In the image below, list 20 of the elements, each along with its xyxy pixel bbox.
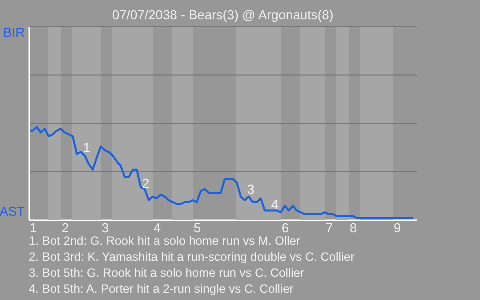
- x-tick-label: 1: [30, 220, 38, 236]
- text: 1. Bot 2nd: G. Rook hit a solo home run vs M. Oller: [29, 234, 300, 248]
- text: 2. Bot 3rd: K. Yamashita hit a run-scoring double vs C. Collier: [29, 250, 355, 264]
- text: 4. Bot 5th: A. Porter hit a 2-run single vs C. Collier: [29, 282, 294, 296]
- text: AST: [0, 204, 26, 219]
- x-tick-label: 3: [102, 220, 110, 236]
- x-tick-label: 8: [350, 220, 358, 236]
- annotation: 1: [83, 140, 91, 155]
- x-tick-label: 9: [394, 220, 402, 236]
- text: 3. Bot 5th: G. Rook hit a solo home run vs C. Collier: [29, 266, 304, 280]
- x-tick-label: 4: [154, 220, 162, 236]
- x-tick-label: 5: [194, 220, 202, 236]
- text: BIR: [3, 25, 25, 40]
- annotation: 3: [247, 182, 255, 197]
- x-tick-label: 7: [326, 220, 334, 236]
- x-tick-label: 6: [282, 220, 290, 236]
- annotation: 2: [142, 176, 150, 191]
- chart-title: 07/07/2038 - Bears(3) @ Argonauts(8): [112, 8, 334, 22]
- x-tick-label: 2: [62, 220, 70, 236]
- annotation: 4: [271, 197, 279, 212]
